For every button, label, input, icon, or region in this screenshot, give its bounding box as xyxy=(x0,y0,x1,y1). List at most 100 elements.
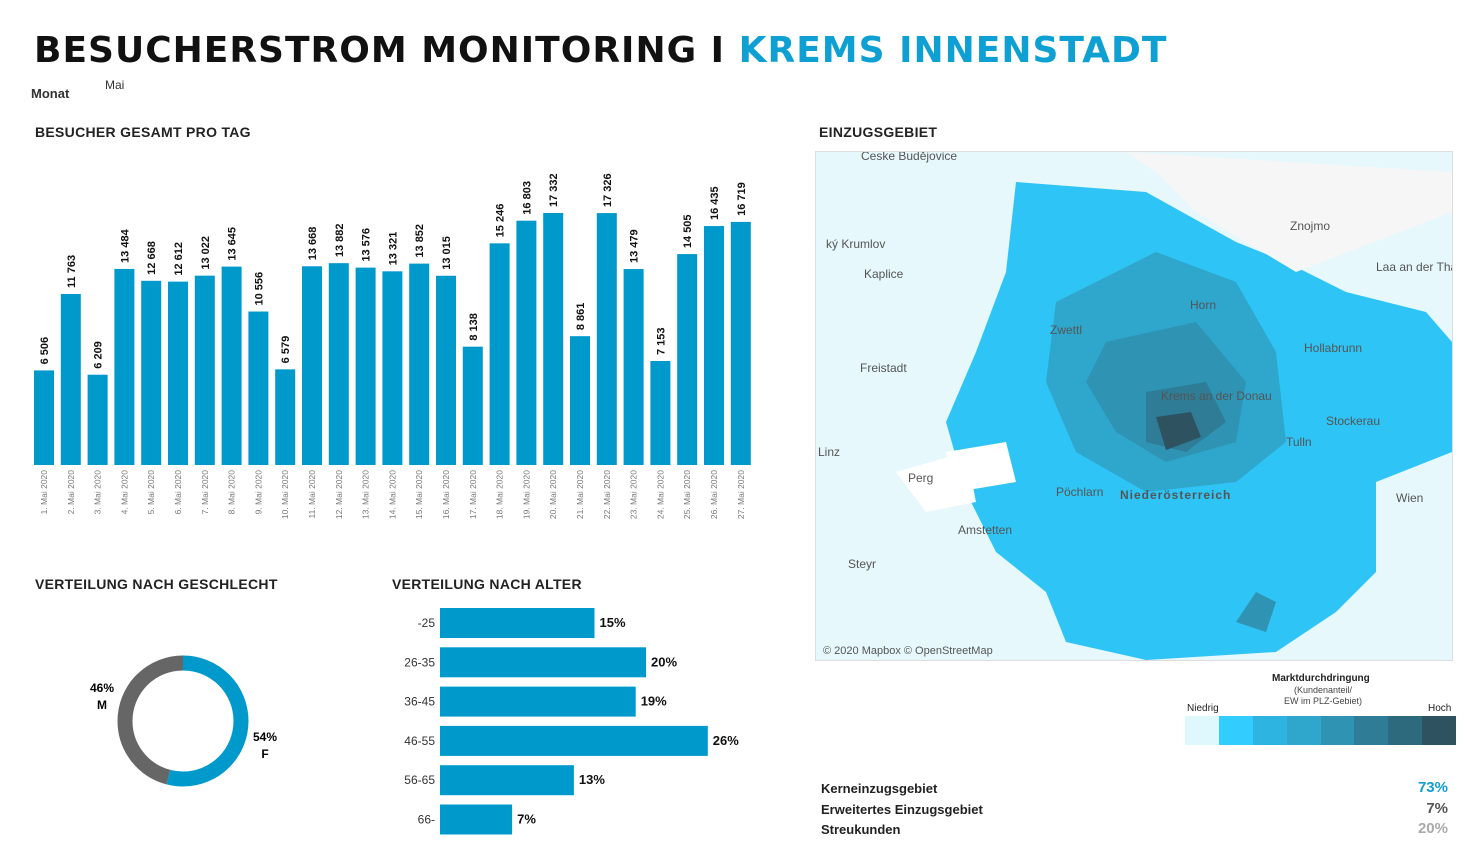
bar[interactable] xyxy=(730,221,751,465)
bar[interactable] xyxy=(704,226,724,465)
age-category: 36-45 xyxy=(404,695,435,709)
page-title: BESUCHERSTROM MONITORING I KREMS INNENST… xyxy=(34,30,1167,71)
age-pct: 20% xyxy=(651,654,677,669)
legend-swatch xyxy=(1185,716,1219,745)
bar[interactable] xyxy=(543,213,564,465)
age-bar[interactable] xyxy=(440,765,574,796)
legend-swatch xyxy=(1252,716,1287,745)
bar[interactable] xyxy=(328,263,349,465)
age-pct: 19% xyxy=(641,694,667,709)
bar[interactable] xyxy=(623,269,644,465)
age-bar[interactable] xyxy=(440,725,708,756)
data-label: 10 556 xyxy=(253,272,265,306)
x-tick-label: 6. Mai 2020 xyxy=(173,470,183,515)
bar[interactable] xyxy=(141,280,162,465)
month-filter[interactable]: Mai xyxy=(105,78,125,92)
donut-slice-m[interactable] xyxy=(117,655,249,787)
data-label: 13 645 xyxy=(227,227,239,261)
data-label: 17 326 xyxy=(602,173,614,207)
bar[interactable] xyxy=(596,213,617,465)
bar[interactable] xyxy=(570,336,590,465)
age-category: 56-65 xyxy=(404,773,435,787)
data-label: 13 015 xyxy=(441,236,453,270)
bar[interactable] xyxy=(650,360,671,465)
bar[interactable] xyxy=(489,243,510,465)
daily-visitors-chart: 6 506 1. Mai 2020 11 763 2. Mai 2020 6 209 3.… xyxy=(34,173,751,519)
age-title: VERTEILUNG NACH ALTER xyxy=(392,576,582,592)
data-label: 16 435 xyxy=(709,186,721,220)
bar[interactable] xyxy=(275,369,296,465)
data-label: 8 861 xyxy=(575,303,587,331)
bar[interactable] xyxy=(60,293,81,465)
bar[interactable] xyxy=(302,266,322,465)
map-label: Perg xyxy=(908,471,933,485)
bar[interactable] xyxy=(114,268,135,465)
data-label: 6 579 xyxy=(280,336,292,364)
female-label: F xyxy=(261,747,268,761)
x-tick-label: 23. Mai 2020 xyxy=(629,470,639,519)
age-pct: 26% xyxy=(713,733,739,748)
x-tick-label: 4. Mai 2020 xyxy=(119,470,129,515)
x-tick-label: 9. Mai 2020 xyxy=(253,470,263,515)
age-bar[interactable] xyxy=(440,686,636,717)
data-label: 14 505 xyxy=(682,214,694,248)
bar[interactable] xyxy=(382,271,403,465)
bar[interactable] xyxy=(194,275,215,465)
x-tick-label: 17. Mai 2020 xyxy=(468,470,478,519)
map-attribution[interactable]: © 2020 Mapbox © OpenStreetMap xyxy=(823,645,993,657)
data-label: 13 484 xyxy=(119,228,131,263)
age-pct: 15% xyxy=(600,615,626,630)
bar[interactable] xyxy=(34,370,54,465)
x-tick-label: 10. Mai 2020 xyxy=(280,470,290,519)
data-label: 13 576 xyxy=(361,228,373,262)
catchment-map[interactable]: Ceske Budějovice ký Krumlov Kaplice Znoj… xyxy=(815,151,1453,661)
map-label: Ceske Budějovice xyxy=(861,151,957,163)
title-main: BESUCHERSTROM MONITORING I xyxy=(34,30,739,71)
map-label: Horn xyxy=(1190,298,1216,312)
data-label: 13 882 xyxy=(334,224,346,258)
gender-donut-chart: 46% M 54% F xyxy=(90,655,277,787)
x-tick-label: 19. Mai 2020 xyxy=(521,470,531,519)
legend-swatch xyxy=(1218,716,1253,745)
x-tick-label: 25. Mai 2020 xyxy=(682,470,692,519)
male-label: M xyxy=(97,698,107,712)
bar[interactable] xyxy=(355,267,376,465)
bar[interactable] xyxy=(677,254,698,465)
legend-swatch xyxy=(1422,716,1456,745)
legend-subtitle: (Kundenanteil/ xyxy=(1294,685,1353,695)
data-label: 12 668 xyxy=(146,241,158,275)
daily-visitors-title: BESUCHER GESAMT PRO TAG xyxy=(35,124,251,140)
map-label: Niederösterreich xyxy=(1120,488,1231,502)
data-label: 11 763 xyxy=(66,255,78,288)
male-pct: 46% xyxy=(90,681,114,695)
x-tick-label: 5. Mai 2020 xyxy=(146,470,156,515)
data-label: 7 153 xyxy=(655,327,667,355)
map-label: Steyr xyxy=(848,557,876,571)
bar[interactable] xyxy=(221,266,242,465)
map-label: Tulln xyxy=(1286,435,1312,449)
data-label: 13 479 xyxy=(629,229,641,263)
summary-value: 73% xyxy=(1417,779,1448,796)
bar[interactable] xyxy=(168,281,188,465)
map-label: Zwettl xyxy=(1050,323,1082,337)
map-label: Hollabrunn xyxy=(1304,341,1362,355)
x-tick-label: 27. Mai 2020 xyxy=(736,470,746,519)
bar[interactable] xyxy=(409,263,430,465)
bar[interactable] xyxy=(87,374,108,465)
x-tick-label: 20. Mai 2020 xyxy=(548,470,558,519)
data-label: 13 852 xyxy=(414,224,426,258)
age-bar[interactable] xyxy=(440,647,646,678)
bar[interactable] xyxy=(462,346,483,465)
bar[interactable] xyxy=(436,275,456,465)
summary-label: Erweitertes Einzugsgebiet xyxy=(821,801,983,817)
map-label: Amstetten xyxy=(958,523,1012,537)
x-tick-label: 7. Mai 2020 xyxy=(200,470,210,515)
map-label: Linz xyxy=(818,445,840,459)
x-tick-label: 3. Mai 2020 xyxy=(93,470,103,515)
bar[interactable] xyxy=(248,311,269,465)
age-bar[interactable] xyxy=(440,804,513,835)
data-label: 12 612 xyxy=(173,242,185,276)
age-bar[interactable] xyxy=(440,608,595,638)
bar[interactable] xyxy=(516,220,537,465)
data-label: 16 803 xyxy=(521,181,533,215)
